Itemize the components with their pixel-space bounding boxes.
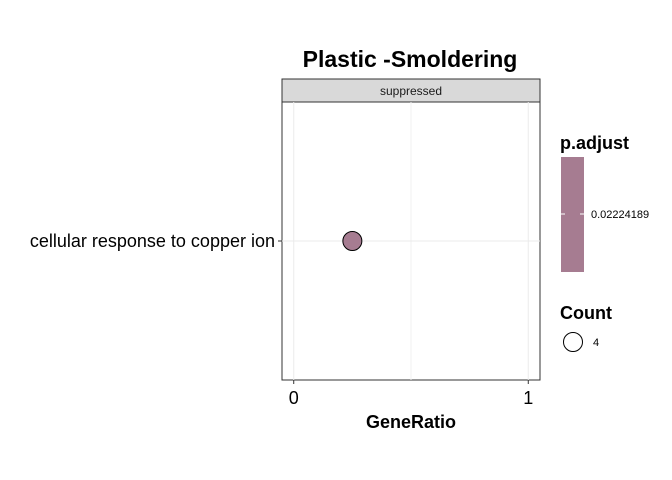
y-tick-label: cellular response to copper ion: [30, 231, 275, 251]
size-legend-value: 4: [593, 337, 599, 349]
color-legend-bar: [561, 157, 584, 272]
data-points: [342, 231, 363, 251]
facet-label: suppressed: [380, 84, 442, 98]
chart-title: Plastic -Smoldering: [303, 46, 518, 72]
color-legend: p.adjust 0.02224189: [560, 133, 649, 272]
size-legend: Count 4: [560, 303, 612, 352]
x-axis-label: GeneRatio: [366, 412, 456, 432]
size-legend-key: [563, 332, 583, 352]
color-legend-value: 0.02224189: [591, 209, 649, 221]
color-legend-title: p.adjust: [560, 133, 629, 153]
x-tick-label: 1: [523, 388, 533, 408]
y-axis: cellular response to copper ion: [30, 231, 282, 251]
x-tick-label: 0: [289, 388, 299, 408]
size-legend-title: Count: [560, 303, 612, 323]
data-point: [342, 231, 363, 251]
grid-lines: [282, 102, 540, 380]
